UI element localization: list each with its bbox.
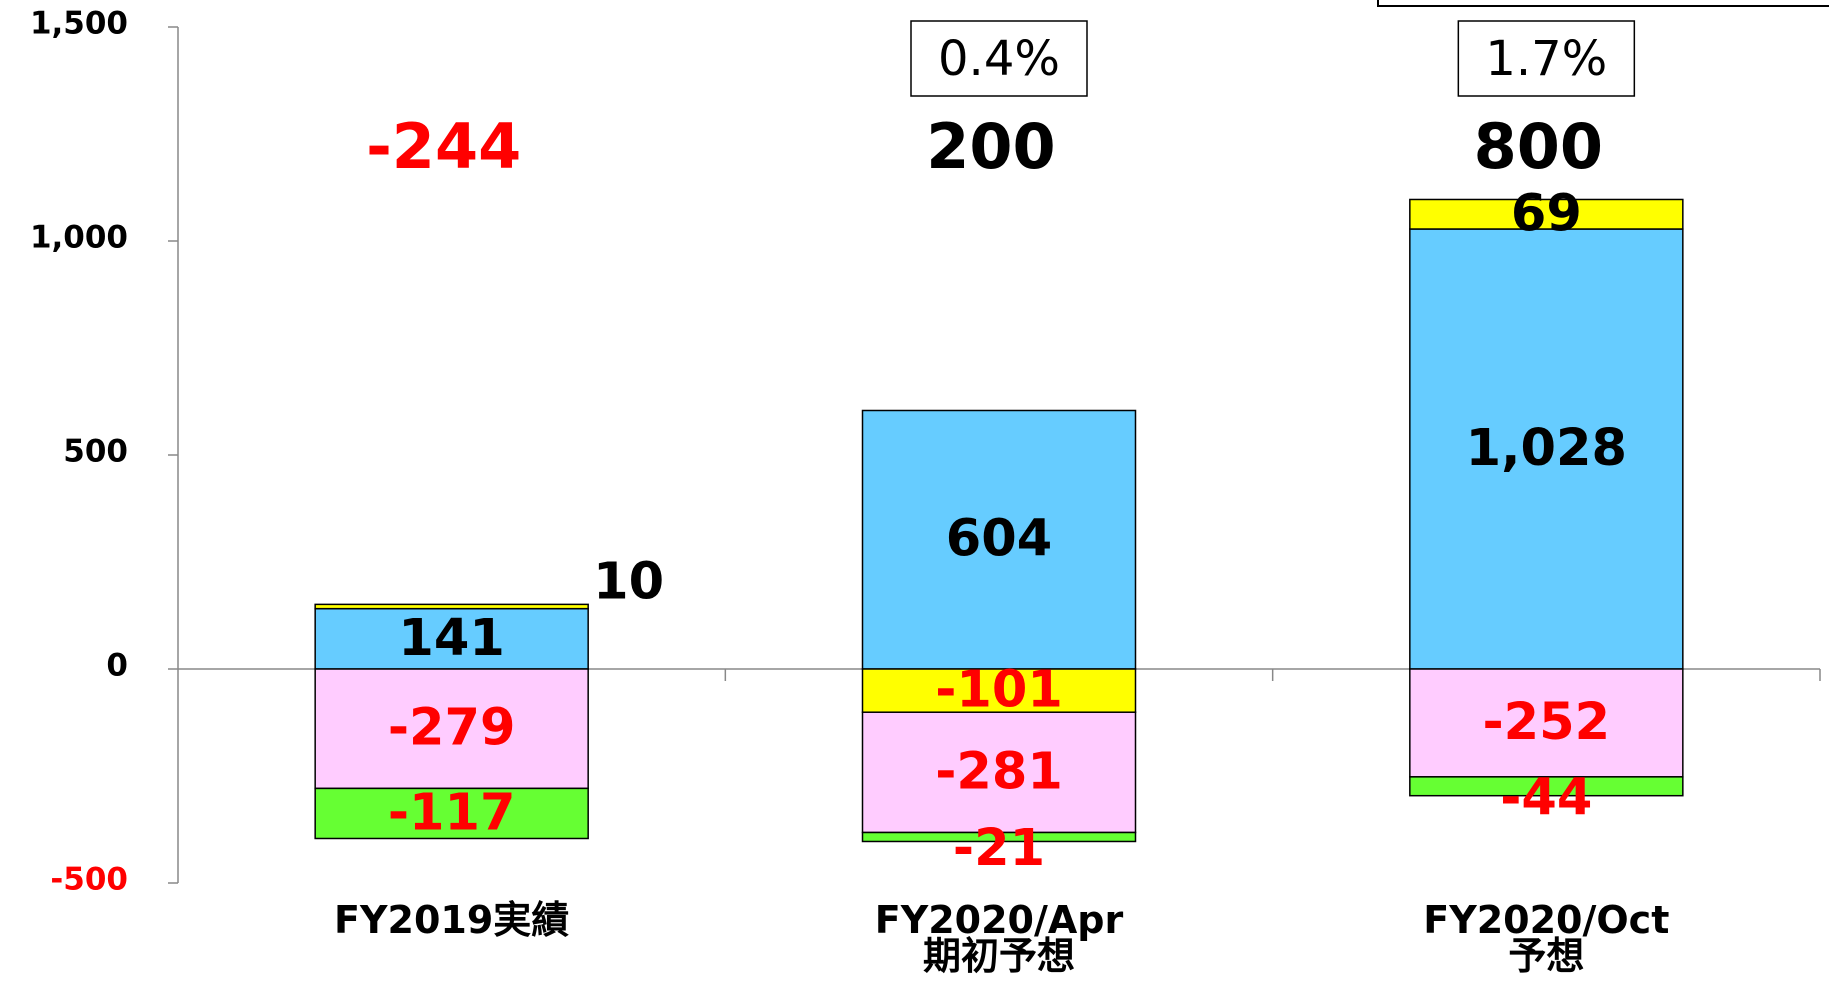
bar-segment [1409, 198, 1684, 230]
data-label: -21 [953, 819, 1045, 878]
y-tick-label: 0 [106, 648, 128, 684]
y-tick-label: -500 [50, 862, 128, 898]
bar-segment [861, 831, 1137, 843]
total-label: -244 [366, 110, 521, 183]
x-tick-label: FY2020/Apr 期初予想 [874, 898, 1124, 978]
bar-segment [1409, 776, 1684, 797]
bar-segment [861, 409, 1137, 670]
bar-segment [861, 711, 1137, 834]
annotation: 1.7% [1485, 31, 1607, 87]
data-label: 1,028 [1466, 419, 1627, 478]
total-label: 800 [1474, 110, 1603, 183]
bar-segment [314, 668, 589, 790]
data-label: 141 [398, 609, 504, 668]
y-tick-label: 500 [63, 434, 128, 470]
x-tick-label: FY2020/Oct 予想 [1423, 898, 1670, 978]
bar-segment [861, 668, 1137, 713]
data-label: -101 [935, 661, 1063, 720]
bar-segment [314, 787, 589, 840]
data-label: 604 [946, 510, 1052, 569]
annotation-box [910, 20, 1088, 97]
data-label: -252 [1483, 693, 1611, 752]
total-label: 200 [926, 110, 1055, 183]
y-tick-label: 1,000 [30, 220, 128, 256]
bar-segment [1409, 228, 1684, 670]
data-label: -117 [388, 783, 516, 842]
y-tick-label: 1,500 [30, 6, 128, 42]
bar-segment [314, 603, 589, 610]
legend-box [1377, 0, 1829, 7]
data-label: -44 [1500, 768, 1592, 827]
annotation-box [1457, 20, 1636, 97]
bar-segment [1409, 668, 1684, 778]
x-tick-label: FY2019実績 [334, 898, 570, 942]
data-label: 69 [1511, 184, 1582, 243]
annotation: 0.4% [938, 31, 1060, 87]
data-label: -281 [935, 742, 1063, 801]
data-label: -279 [388, 699, 516, 758]
data-label: 10 [593, 552, 664, 611]
